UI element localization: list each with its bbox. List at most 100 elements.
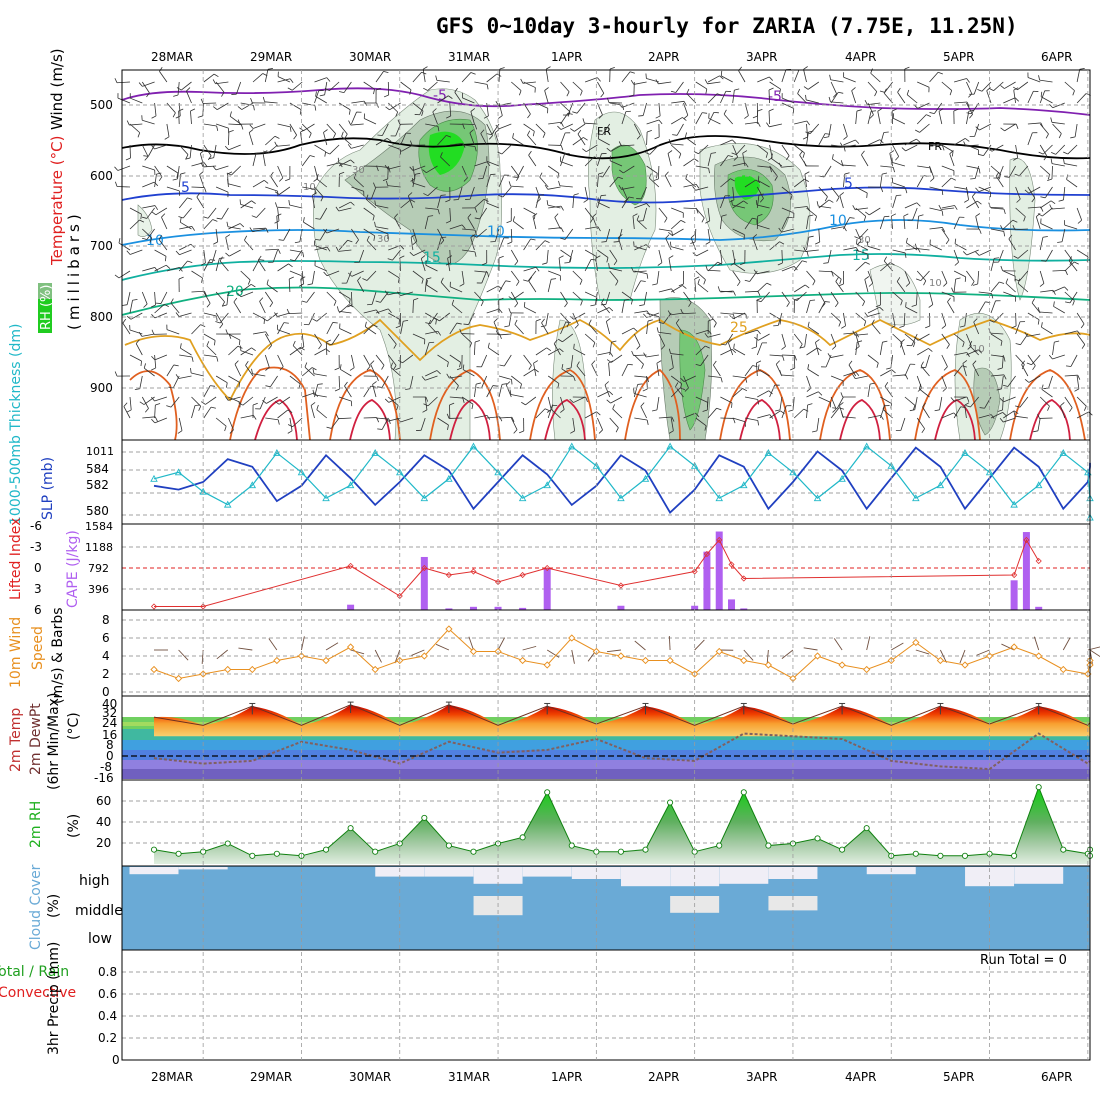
wind-barb — [238, 647, 253, 651]
profile-wind-barb-tick — [905, 374, 909, 380]
profile-wind-barb-tick — [619, 169, 624, 174]
profile-wind-barb — [486, 385, 494, 398]
profile-wind-barb — [621, 196, 630, 209]
profile-wind-barb — [381, 375, 389, 388]
profile-wind-barb-tick — [279, 177, 284, 182]
profile-wind-barb-tick — [829, 74, 831, 80]
profile-wind-barb-tick — [135, 339, 140, 344]
profile-wind-barb-tick — [852, 205, 856, 210]
profile-wind-barb — [828, 123, 832, 137]
profile-wind-barb-tick — [398, 319, 401, 325]
profile-wind-barb — [179, 354, 193, 358]
profile-wind-barb-tick — [969, 114, 973, 119]
profile-wind-barb — [671, 100, 685, 104]
profile-rh-shading — [137, 88, 1036, 441]
profile-wind-barb — [425, 123, 439, 127]
lifted-index-point — [445, 571, 452, 579]
profile-wind-barb-tick — [766, 122, 770, 128]
profile-wind-barb-tick — [447, 424, 449, 430]
wind-barb — [939, 649, 947, 663]
profile-wind-barb-tick — [1003, 209, 1006, 215]
profile-wind-barb-tick — [326, 339, 331, 343]
profile-wind-barb — [1019, 165, 1029, 177]
profile-wind-barb — [498, 280, 506, 293]
profile-wind-barb-tick — [606, 399, 611, 404]
profile-wind-barb-tick — [1012, 219, 1018, 223]
rh-point — [1060, 846, 1067, 853]
profile-wind-barb-tick — [840, 160, 844, 166]
profile-wind-barb — [830, 81, 837, 94]
cloud-background — [122, 866, 1090, 950]
profile-wind-barb — [597, 249, 609, 258]
profile-wind-barb-tick — [409, 251, 414, 256]
profile-wind-barb-tick — [766, 282, 772, 286]
profile-wind-barb-tick — [1031, 298, 1035, 304]
profile-wind-barb — [633, 280, 642, 293]
profile-wind-barb — [974, 165, 980, 179]
profile-wind-barb-tick — [717, 286, 721, 292]
profile-wind-barb — [769, 410, 781, 419]
rh-point — [519, 834, 526, 841]
profile-wind-barb-tick — [658, 119, 663, 125]
profile-wind-barb-tick — [803, 246, 807, 252]
profile-wind-barb — [793, 333, 803, 345]
profile-wind-barb — [525, 396, 537, 406]
profile-wind-barb-tick — [137, 132, 141, 138]
profile-wind-barb — [695, 345, 706, 356]
profile-wind-barb-tick — [178, 216, 184, 219]
profile-wind-barb — [781, 265, 795, 272]
profile-wind-barb-tick — [467, 213, 472, 219]
profile-wind-barb-tick — [683, 101, 687, 106]
profile-wind-barb — [732, 204, 746, 209]
profile-wind-barb-tick — [664, 217, 668, 223]
temp-unit-label: (°C) — [66, 712, 82, 740]
profile-wind-barb — [1061, 228, 1066, 242]
profile-wind-barb-tick — [646, 419, 649, 425]
profile-wind-barb-tick — [287, 409, 293, 413]
profile-wind-barb — [966, 349, 979, 356]
profile-wind-barb — [498, 416, 513, 419]
profile-wind-barb — [331, 333, 340, 345]
profile-wind-barb — [978, 301, 986, 314]
cloud-level-label: middle — [75, 903, 123, 919]
profile-wind-barb — [560, 321, 567, 335]
profile-wind-barb — [375, 226, 389, 230]
profile-wind-barb-tick — [966, 101, 970, 107]
profile-wind-barb — [387, 417, 401, 422]
cape-bar — [543, 568, 551, 610]
profile-wind-barb — [756, 270, 770, 275]
profile-wind-barb — [756, 342, 763, 356]
profile-wind-barb — [720, 312, 734, 315]
profile-wind-barb — [920, 270, 930, 281]
profile-wind-barb — [742, 153, 746, 167]
profile-wind-barb — [843, 123, 848, 137]
profile-wind-barb-tick — [238, 382, 241, 388]
cloud-panel: high middle low Cloud Cover (%) — [28, 864, 1091, 951]
profile-wind-barb — [804, 333, 807, 347]
profile-wind-barb — [973, 81, 980, 95]
profile-wind-barb — [375, 137, 388, 146]
profile-wind-barb — [1021, 364, 1029, 377]
rh-point — [667, 799, 674, 806]
profile-wind-barb — [636, 219, 647, 230]
profile-wind-barb-tick — [757, 420, 760, 426]
profile-wind-barb-tick — [142, 237, 148, 240]
thickness-tick: 584 — [86, 462, 109, 476]
profile-wind-barb — [511, 81, 522, 91]
profile-wind-barb-tick — [923, 280, 927, 286]
profile-wind-barb-tick — [364, 321, 367, 327]
profile-wind-barb-tick — [138, 82, 143, 87]
profile-wind-barb — [793, 408, 804, 419]
lifted-index-point — [617, 582, 624, 589]
profile-wind-barb-tick — [617, 176, 623, 180]
profile-wind-barb — [675, 81, 684, 93]
contour-label: 10 — [487, 224, 505, 240]
profile-wind-barb — [831, 144, 845, 147]
profile-wind-barb-tick — [289, 78, 294, 84]
profile-wind-barb — [656, 396, 660, 410]
profile-wind-barb — [769, 123, 782, 128]
profile-wind-barb — [358, 249, 365, 263]
profile-wind-barb-tick — [657, 262, 663, 266]
profile-wind-barb-tick — [1080, 323, 1085, 329]
profile-wind-barb — [314, 186, 324, 197]
